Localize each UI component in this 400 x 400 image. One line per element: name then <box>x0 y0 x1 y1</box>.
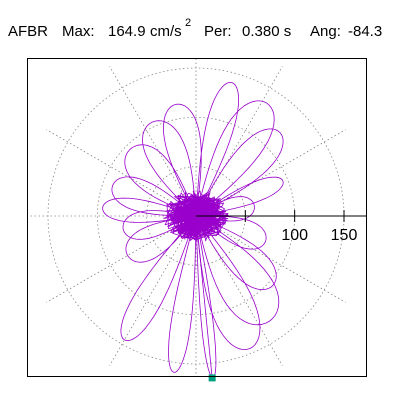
station-code: AFBR <box>8 23 48 40</box>
radial-tick-label: 100 <box>281 227 308 244</box>
plot-frame <box>27 58 367 377</box>
grid-spoke <box>109 215 197 366</box>
peak-marker <box>208 374 216 382</box>
angle-value: -84.3 <box>348 23 382 40</box>
max-unit: cm/s <box>150 23 182 40</box>
period-label: Per: <box>204 23 232 40</box>
period-value: 0.380 s <box>242 23 291 40</box>
grid-spoke <box>46 129 197 217</box>
motion-trajectory <box>102 82 284 376</box>
grid-spoke <box>109 66 197 217</box>
radial-axis: 100 150 <box>196 210 366 382</box>
trajectory-layer <box>102 82 284 376</box>
grid-spoke <box>46 215 197 303</box>
radial-tick-label: 150 <box>331 227 358 244</box>
peak-direction-line <box>195 215 213 376</box>
grid-spoke <box>195 66 283 217</box>
chart-header: AFBR Max: 164.9 cm/s 2 Per: 0.380 s Ang:… <box>8 17 382 40</box>
max-value: 164.9 <box>108 23 146 40</box>
grid-spoke <box>195 215 346 303</box>
max-unit-exponent: 2 <box>185 17 191 29</box>
max-label: Max: <box>62 23 95 40</box>
angle-label: Ang: <box>310 23 341 40</box>
